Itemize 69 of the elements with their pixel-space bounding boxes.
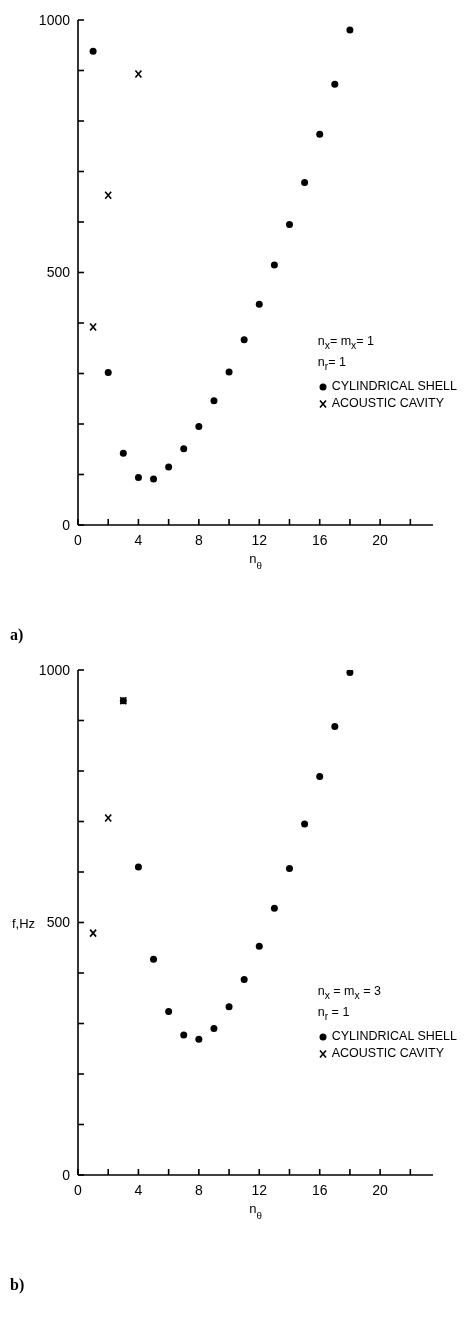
point <box>195 423 203 431</box>
legend-label: CYLINDRICAL SHELL <box>331 378 457 395</box>
legend-label: ACOUSTIC CAVITY <box>331 1045 444 1062</box>
x-tick-label: 20 <box>372 1181 389 1198</box>
point <box>346 26 354 34</box>
point <box>150 955 158 963</box>
point <box>285 221 293 229</box>
point <box>134 69 143 79</box>
x-tick-label: 8 <box>194 531 203 548</box>
point <box>270 904 278 912</box>
x-axis-title: n$_{θ}$ <box>249 551 262 571</box>
point <box>255 942 263 950</box>
x-tick-label: 4 <box>134 1181 143 1198</box>
point <box>134 863 142 871</box>
y-tick-label: 500 <box>46 914 71 931</box>
point <box>150 475 158 483</box>
point <box>316 130 324 138</box>
y-tick-label: 1000 <box>38 11 71 28</box>
point <box>210 397 218 405</box>
x-tick-label: 8 <box>194 1181 203 1198</box>
legend-label: ACOUSTIC CAVITY <box>331 395 444 412</box>
point <box>301 179 309 187</box>
point <box>255 300 263 308</box>
point <box>104 190 113 200</box>
point <box>210 1025 218 1033</box>
annotation: n$_{x}$= m$_{x}$= 1 <box>317 334 374 351</box>
point <box>240 976 248 984</box>
point <box>165 1007 173 1015</box>
y-tick-label: 1000 <box>38 661 71 678</box>
point <box>331 723 339 731</box>
x-tick-label: 0 <box>74 531 83 548</box>
y-tick-label: 0 <box>62 516 71 533</box>
point <box>180 445 188 453</box>
point <box>104 813 113 823</box>
x-tick-label: 4 <box>134 531 143 548</box>
x-tick-label: 20 <box>372 531 389 548</box>
point <box>240 336 248 344</box>
x-tick-label: 16 <box>311 531 328 548</box>
point <box>165 463 173 471</box>
point <box>89 47 97 55</box>
point <box>195 1035 203 1043</box>
legend-label: CYLINDRICAL SHELL <box>331 1028 457 1045</box>
point <box>225 368 233 376</box>
point <box>89 928 97 938</box>
x-axis-title: n$_{θ}$ <box>249 1201 262 1221</box>
x-tick-label: 0 <box>74 1181 83 1198</box>
point <box>225 1003 233 1011</box>
annotation: n$_{x}$ = m$_{x}$ = 3 <box>317 984 381 1001</box>
text: b) <box>10 1276 25 1293</box>
point <box>285 864 293 872</box>
annotation: n$_{r}$ = 1 <box>317 1004 350 1021</box>
y-tick-label: 0 <box>62 1166 71 1183</box>
point <box>134 474 142 482</box>
point <box>104 368 112 376</box>
annotation: n$_{r}$= 1 <box>317 354 346 371</box>
x-tick-label: 12 <box>251 1181 268 1198</box>
point <box>270 261 278 269</box>
point <box>89 322 97 332</box>
x-tick-label: 16 <box>311 1181 328 1198</box>
point <box>331 80 339 88</box>
point <box>180 1031 188 1039</box>
point <box>119 449 127 457</box>
y-axis-title: f,Hz <box>12 915 36 931</box>
point <box>301 820 309 828</box>
point <box>316 773 324 781</box>
text: a) <box>10 626 24 643</box>
point <box>346 670 354 677</box>
y-tick-label: 500 <box>46 264 71 281</box>
x-tick-label: 12 <box>251 531 268 548</box>
